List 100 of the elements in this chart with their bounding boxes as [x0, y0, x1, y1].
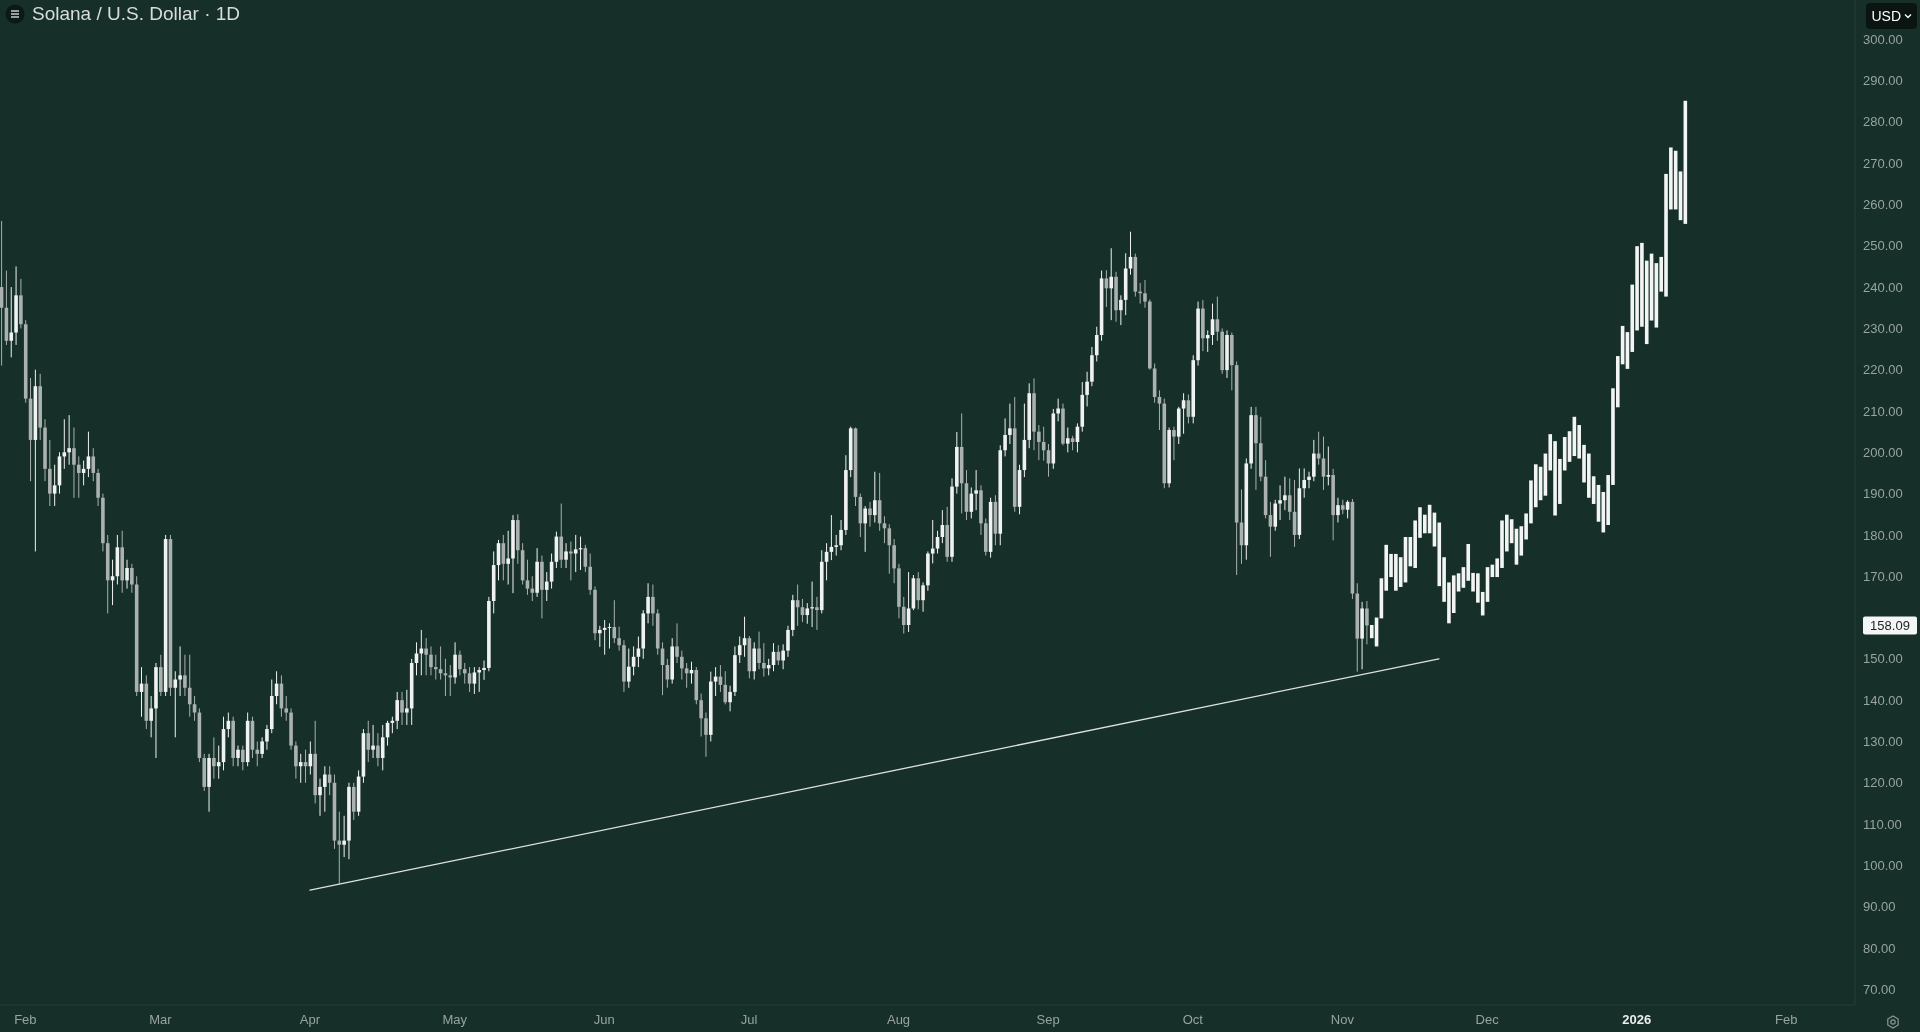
y-tick-label: 280.00 [1863, 114, 1903, 130]
candlestick [544, 571, 549, 602]
candlestick [525, 559, 530, 596]
candlestick [183, 654, 187, 697]
candlestick [974, 469, 978, 511]
candlestick [1312, 439, 1316, 482]
candlestick [366, 720, 371, 763]
candlestick [588, 553, 592, 596]
candlestick [284, 695, 289, 722]
dropdown-button: USD [1866, 3, 1917, 29]
candlestick [1273, 499, 1278, 532]
candlestick [569, 541, 573, 581]
candlestick [559, 503, 564, 569]
candlestick [453, 641, 457, 685]
candlestick [839, 519, 843, 551]
candlestick [873, 471, 877, 524]
candlestick [395, 691, 399, 730]
candlestick [1181, 392, 1186, 435]
candlestick [810, 581, 814, 628]
candlestick [916, 571, 921, 610]
x-tick-label: Nov [1330, 1012, 1355, 1028]
candlestick [675, 622, 679, 664]
y-tick-label: 190.00 [1863, 486, 1903, 502]
chart-title: Solana / U.S. Dollar · 1D [32, 3, 241, 25]
y-tick-label: 130.00 [1863, 734, 1903, 750]
candlestick [433, 654, 438, 680]
candlestick [617, 626, 621, 652]
candlestick [699, 693, 703, 737]
candlestick [458, 650, 462, 676]
candlestick [646, 582, 650, 624]
candlestick [868, 501, 872, 528]
candlestick [680, 650, 684, 680]
candlestick [786, 625, 790, 658]
candlestick [371, 724, 375, 759]
candlestick [704, 712, 708, 758]
candlestick [598, 625, 602, 648]
y-tick-label: 220.00 [1863, 362, 1903, 378]
candlestick [1278, 484, 1282, 521]
candlestick [723, 670, 728, 705]
candlestick [294, 740, 298, 780]
x-tick-label: Apr [299, 1012, 321, 1028]
candlestick [173, 670, 178, 738]
candlestick [342, 815, 346, 858]
candlestick [1287, 477, 1292, 521]
candlestick [530, 575, 535, 602]
y-tick-label: 260.00 [1863, 197, 1903, 213]
candlestick [1283, 476, 1287, 511]
y-tick-label: 120.00 [1863, 775, 1903, 791]
x-tick-label: Dec [1475, 1012, 1500, 1028]
candlestick [241, 745, 245, 771]
y-tick-label: 90.00 [1863, 899, 1896, 915]
x-tick-label: Jun [593, 1012, 615, 1028]
candlestick [762, 642, 766, 678]
candlestick [130, 563, 134, 594]
candlestick [462, 662, 467, 685]
x-tick-label: Sep [1036, 1012, 1060, 1028]
candlestick [612, 599, 617, 644]
candlestick [0, 220, 4, 367]
candlestick [834, 534, 839, 557]
y-tick-label: 150.00 [1863, 651, 1903, 667]
candlestick [1172, 426, 1176, 461]
y-tick-label: 180.00 [1863, 527, 1903, 543]
y-tick-label: 140.00 [1863, 692, 1903, 708]
candlestick [178, 645, 182, 697]
candlestick [149, 695, 153, 738]
candlestick [1037, 424, 1041, 461]
candlestick [651, 583, 655, 627]
y-tick-label: 230.00 [1863, 321, 1903, 337]
y-tick-label: 300.00 [1863, 31, 1903, 47]
candlestick [212, 736, 216, 780]
candlestick [405, 689, 409, 726]
x-tick-label: 2026 [1622, 1012, 1652, 1028]
candlestick [1109, 247, 1114, 321]
candlestick [67, 414, 71, 466]
y-tick-label: 270.00 [1863, 155, 1903, 171]
x-tick-label: Jul [740, 1012, 758, 1028]
candlestick [91, 447, 96, 482]
candlestick [737, 636, 742, 664]
y-tick-label: 240.00 [1863, 279, 1903, 295]
candlestick [1326, 446, 1331, 486]
candlestick [752, 641, 757, 680]
candlestick [187, 654, 192, 718]
candlestick [472, 666, 477, 695]
candlestick [805, 602, 810, 625]
candlestick [757, 631, 761, 670]
y-tick-label: 200.00 [1863, 444, 1903, 460]
candlestick [781, 643, 785, 670]
candlestick [260, 736, 264, 759]
candlestick [921, 581, 925, 613]
y-tick-label: 250.00 [1863, 238, 1903, 254]
candlestick [429, 645, 433, 676]
candlestick [1336, 497, 1340, 524]
x-tick-label: Oct [1182, 1012, 1204, 1028]
candlestick [573, 534, 578, 573]
candlestick [1119, 294, 1123, 326]
candlestick [1143, 279, 1147, 309]
candlestick [1094, 326, 1099, 362]
candlestick [1205, 329, 1210, 353]
y-tick-label: 80.00 [1863, 940, 1896, 956]
candlestick [1003, 417, 1007, 457]
